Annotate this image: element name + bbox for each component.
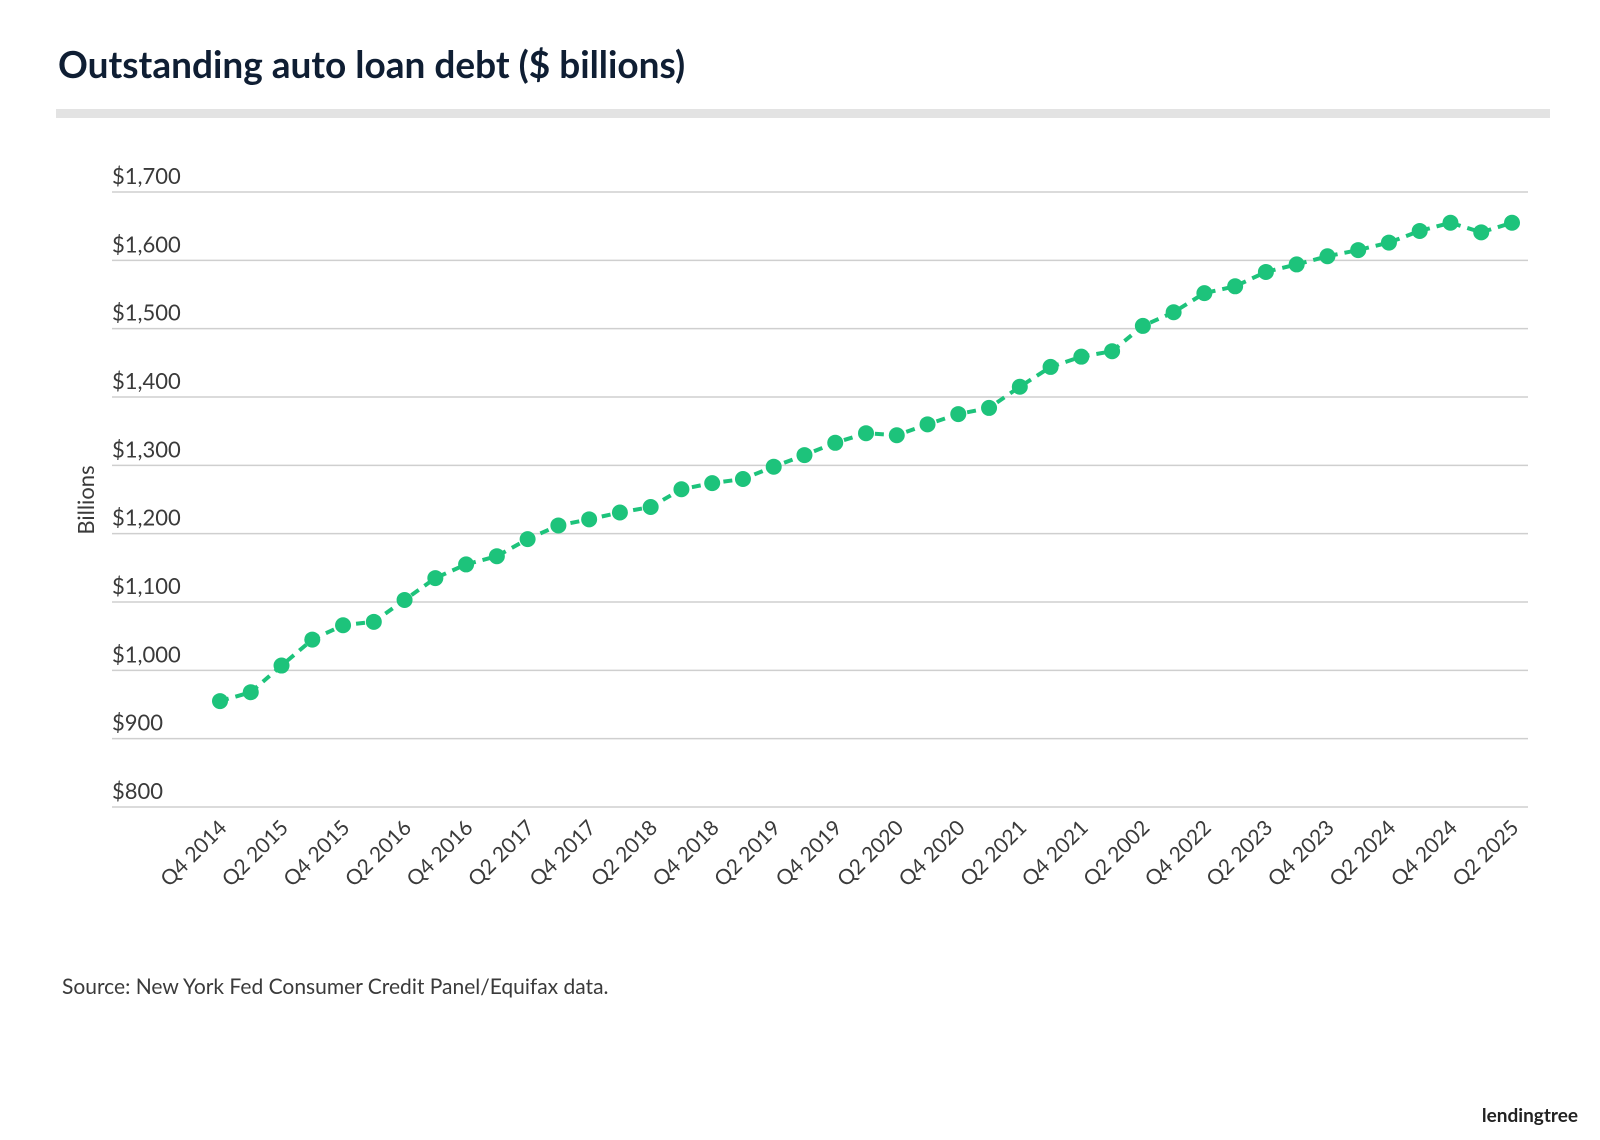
y-tick-label: $900 [112,709,163,736]
data-point [581,511,598,528]
x-tick-label: Q4 2017 [524,815,600,891]
plot [212,214,1520,710]
y-axis-label: Billions [72,465,99,534]
x-tick-label: Q2 2016 [340,815,416,891]
data-point [304,631,321,648]
data-line [219,220,1513,704]
data-point [242,684,259,701]
x-tick-label: Q4 2022 [1139,815,1215,891]
x-tick-label: Q2 2015 [217,815,293,891]
x-tick-label: Q4 2020 [893,815,969,891]
x-tick-label: Q4 2024 [1386,815,1462,891]
data-point [950,406,967,423]
title-rule [56,109,1550,118]
data-point [765,458,782,475]
x-tick-label: Q2 2024 [1324,815,1400,891]
data-point [1165,304,1182,321]
data-point [1380,234,1397,251]
data-point [458,556,475,573]
y-tick-label: $1,700 [112,162,181,189]
data-point [1227,278,1244,295]
data-point [212,693,228,710]
data-point [1042,358,1059,375]
data-point [273,657,290,674]
data-point [1196,285,1213,302]
data-point [1288,256,1305,273]
x-tick-label: Q2 2019 [709,815,785,891]
y-tick-label: $1,600 [112,230,181,257]
data-point [519,531,536,548]
data-point [488,548,505,565]
data-point [1319,248,1336,265]
x-tick-label: Q4 2023 [1263,815,1339,891]
source-note: Source: New York Fed Consumer Credit Pan… [62,974,608,999]
data-point [888,427,905,444]
y-tick-label: $1,200 [112,504,181,531]
data-point [1442,214,1459,231]
data-point [919,416,936,433]
y-tick-label: $1,500 [112,299,181,326]
data-point [335,617,352,634]
data-point [550,517,567,534]
x-tick-label: Q4 2015 [278,815,354,891]
y-tick-label: $800 [112,777,163,804]
data-point [365,613,382,630]
data-point [396,591,413,608]
x-tick-label: Q2 2002 [1078,815,1154,891]
x-tick-label: Q4 2018 [647,815,723,891]
y-tick-label: $1,100 [112,572,181,599]
data-point [1473,224,1490,241]
data-point [827,434,844,451]
x-tick-label: Q2 2025 [1447,815,1523,891]
data-point [858,425,874,442]
y-tick-label: $1,000 [112,640,181,667]
data-point [1257,263,1274,280]
grid: $800 $900 $1,000 $1,100 $1,200 $1,300 $1,400 $1… [112,162,1528,891]
x-tick-label: Q2 2021 [955,815,1031,891]
x-tick-label: Q4 2016 [401,815,477,891]
x-tick-label: Q2 2018 [586,815,662,891]
x-tick-label: Q2 2020 [832,815,908,891]
brand-logo: lendingtree [1482,1104,1578,1127]
x-tick-label: Q4 2019 [770,815,846,891]
data-point [1350,242,1367,259]
x-tick-label: Q4 2021 [1016,815,1092,891]
x-tick-label: Q2 2017 [463,815,539,891]
data-point [1104,343,1121,360]
y-tick-label: $1,400 [112,367,181,394]
data-point [1011,378,1028,395]
data-point [673,481,690,498]
data-point [642,499,659,516]
data-point [1134,317,1151,334]
data-point [1073,348,1090,365]
data-point [427,570,444,587]
x-tick-label: Q4 2014 [155,815,231,891]
data-point [1411,222,1428,239]
data-point [704,475,721,492]
data-point [796,447,813,464]
data-point [981,399,998,416]
data-point [1504,214,1520,231]
y-tick-label: $1,300 [112,435,181,462]
data-point [611,504,628,521]
x-tick-label: Q2 2023 [1201,815,1277,891]
data-point [734,471,751,487]
chart-title: Outstanding auto loan debt ($ billions) [58,41,685,86]
